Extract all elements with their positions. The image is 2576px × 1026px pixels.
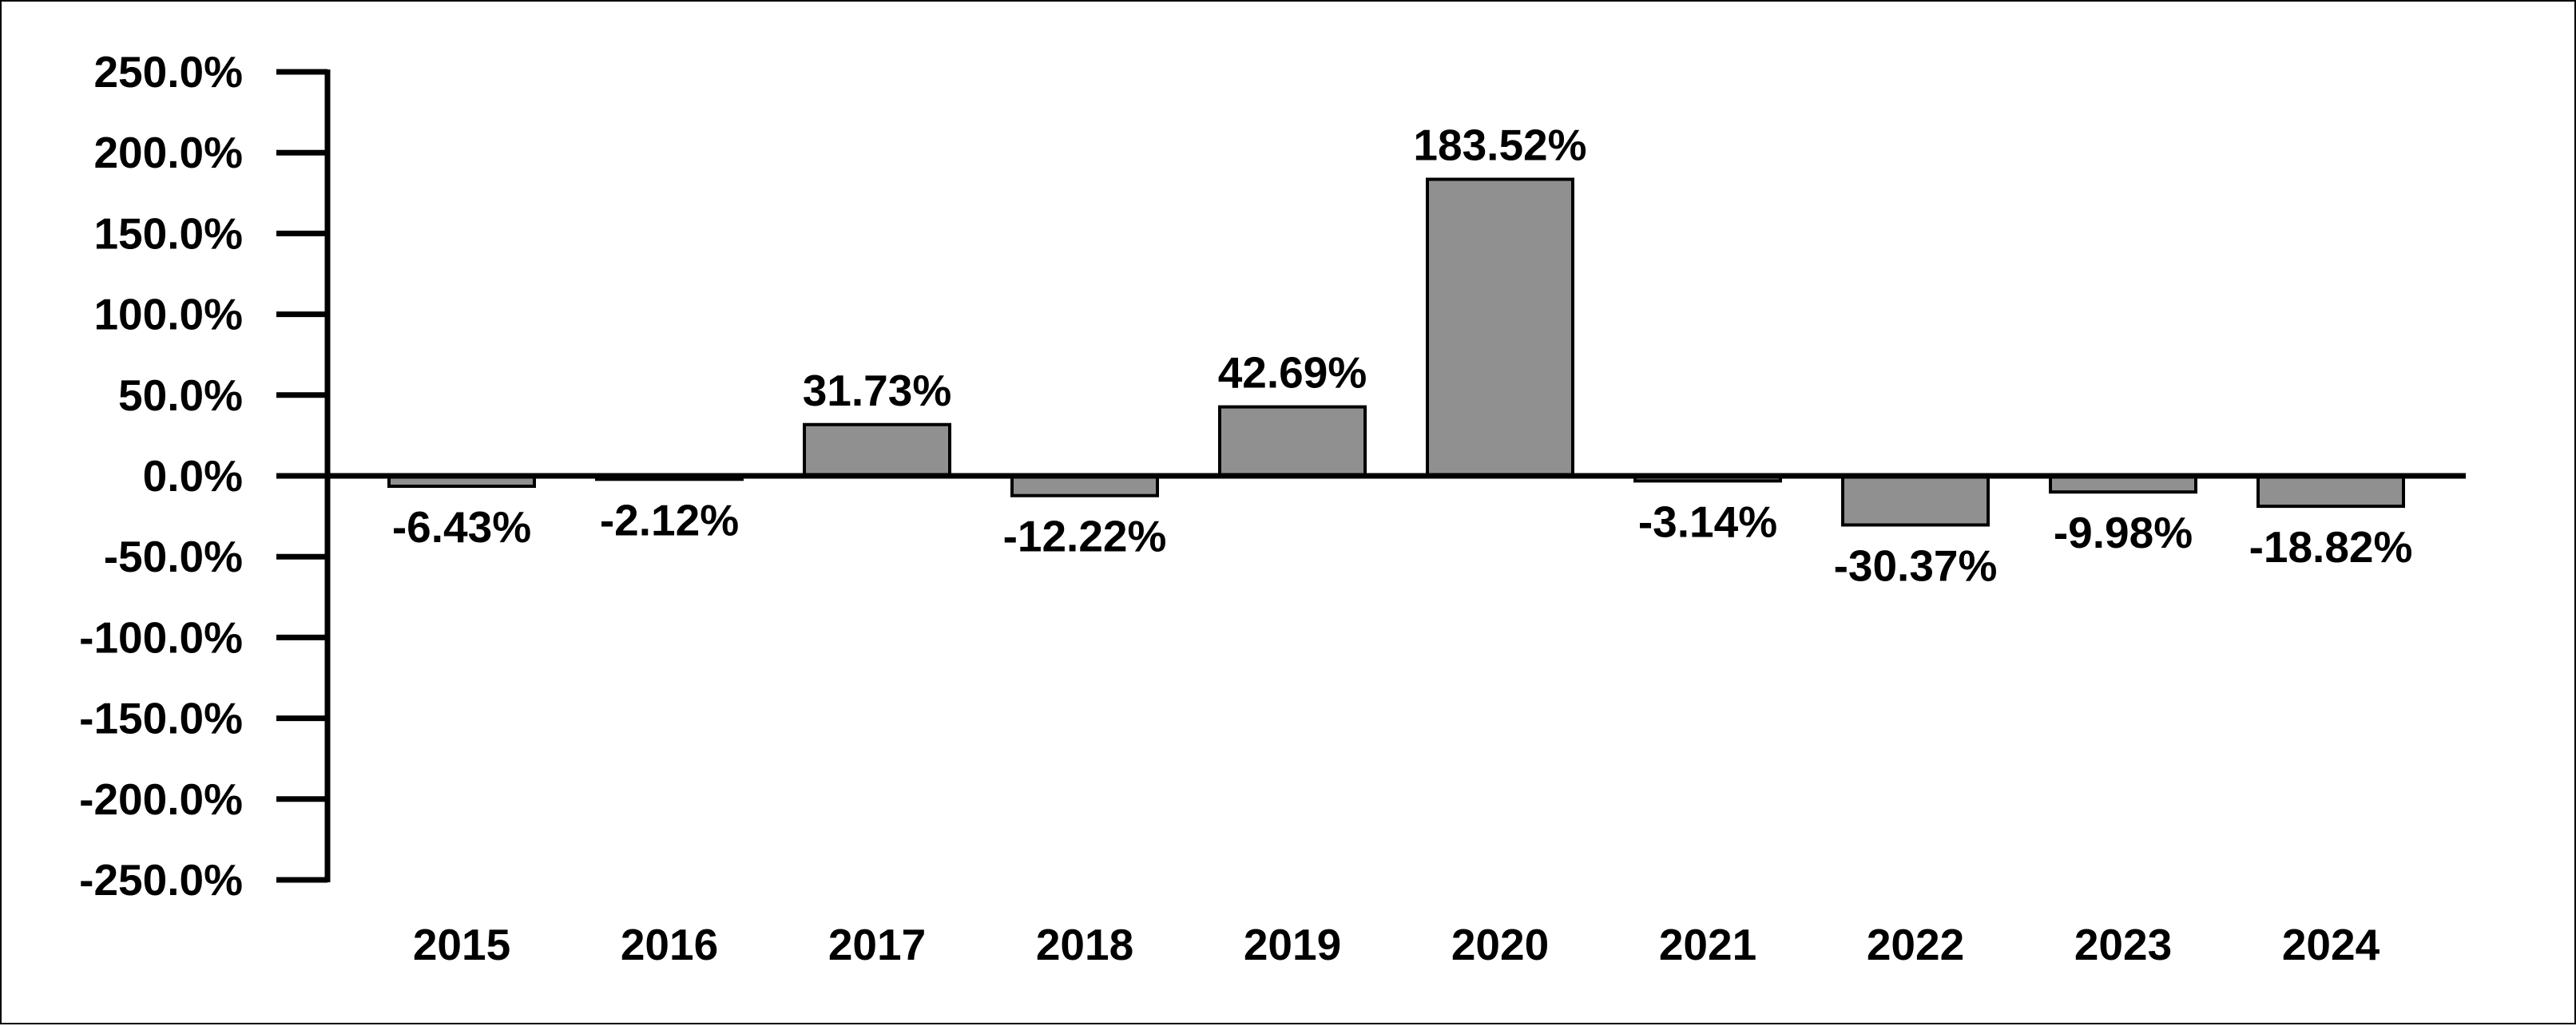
y-tick-label: -200.0%	[79, 774, 243, 824]
x-category-label: 2024	[2282, 920, 2380, 969]
data-label: 183.52%	[1413, 121, 1586, 170]
data-label: 31.73%	[803, 366, 952, 415]
data-labels: -6.43% -2.12% 31.73% -12.22% 42.69% 183.52% -3…	[392, 121, 2413, 591]
x-category-label: 2016	[621, 920, 718, 969]
x-category-label: 2017	[828, 920, 926, 969]
data-label: -30.37%	[1834, 541, 1998, 590]
y-tick-label: 0.0%	[143, 451, 243, 501]
data-label: -3.14%	[1638, 497, 1777, 546]
bar	[1841, 474, 1990, 527]
x-axis-categories: 2015 2016 2017 2018 2019 2020 2021 2022 2023 2024	[413, 920, 2380, 969]
y-tick-label: -150.0%	[79, 694, 243, 743]
bar	[1426, 177, 1574, 478]
y-tick-label: 100.0%	[93, 290, 243, 339]
x-category-label: 2023	[2074, 920, 2172, 969]
bar	[1010, 474, 1159, 497]
y-tick-label: -50.0%	[104, 532, 243, 581]
data-label: -2.12%	[600, 495, 739, 545]
y-tick-label: -100.0%	[79, 612, 243, 662]
bar	[2256, 474, 2405, 509]
y-tick-label: 50.0%	[118, 370, 243, 420]
x-category-label: 2020	[1451, 920, 1549, 969]
data-label: -18.82%	[2249, 522, 2413, 572]
y-tick-label: -250.0%	[79, 855, 243, 905]
y-axis: 250.0% 200.0% 150.0% 100.0% 50.0% 0.0% -50.0% -…	[79, 47, 331, 905]
x-category-label: 2021	[1659, 920, 1756, 969]
y-tick-label: 250.0%	[93, 47, 243, 97]
x-category-label: 2018	[1036, 920, 1133, 969]
data-label: -9.98%	[2054, 508, 2193, 557]
data-label: 42.69%	[1218, 348, 1367, 398]
x-category-label: 2015	[413, 920, 510, 969]
data-label: -6.43%	[392, 502, 531, 552]
y-tick-label: 200.0%	[93, 128, 243, 177]
x-category-label: 2022	[1867, 920, 1964, 969]
x-category-label: 2019	[1244, 920, 1341, 969]
data-label: -12.22%	[1003, 512, 1167, 561]
bar	[1218, 405, 1367, 477]
bar	[803, 422, 951, 478]
y-tick-label: 150.0%	[93, 208, 243, 258]
